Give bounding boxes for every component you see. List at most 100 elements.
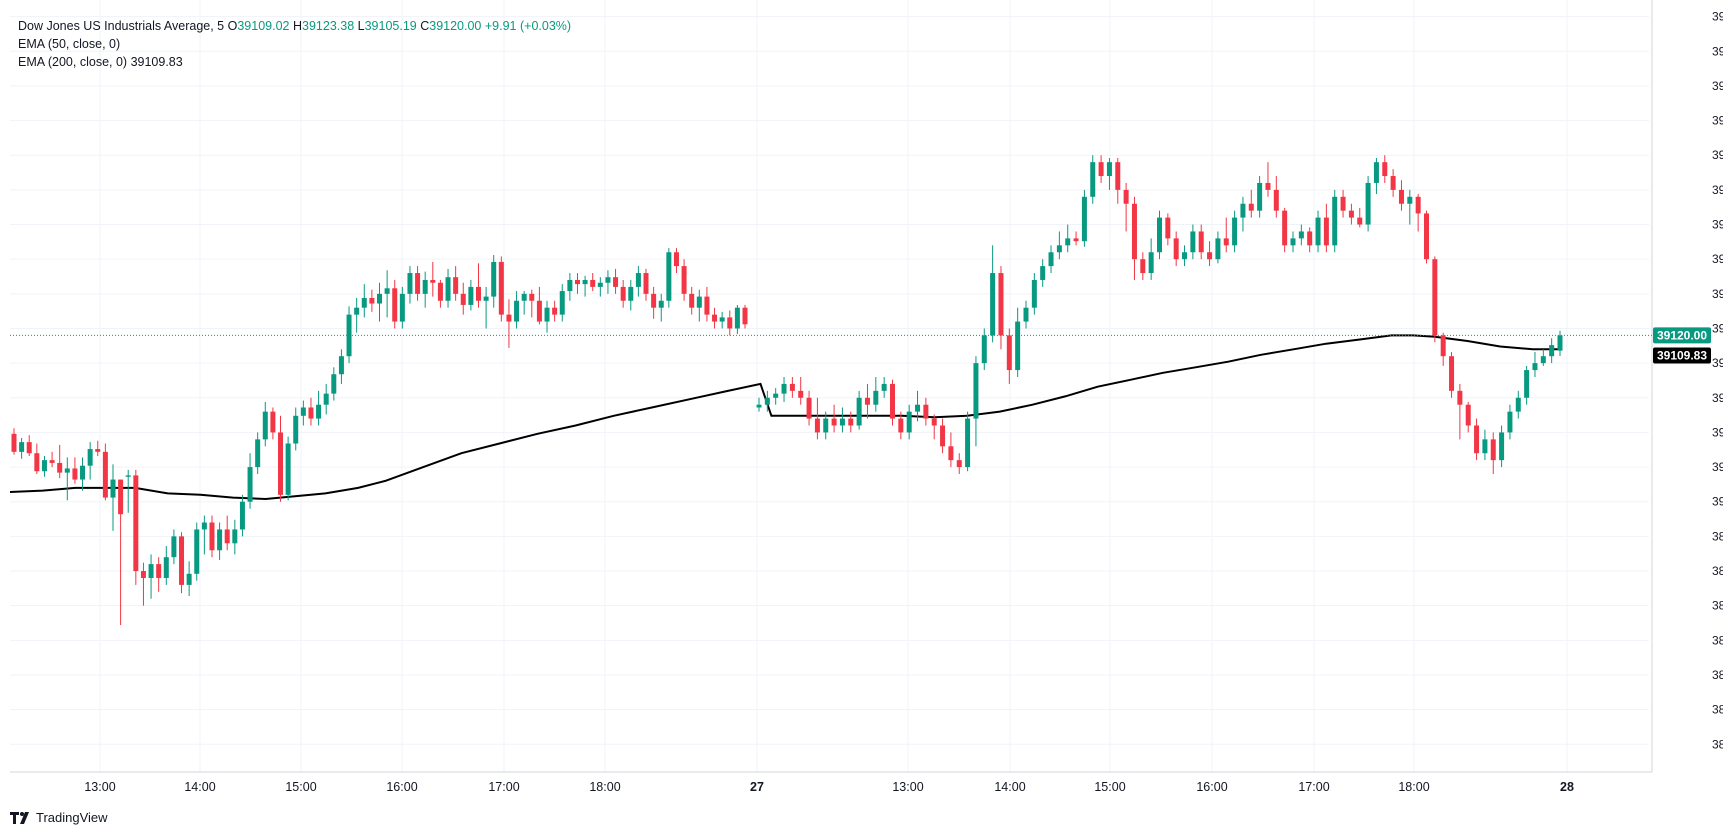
candle[interactable] [1223,217,1229,253]
candle[interactable] [156,557,162,592]
candle[interactable] [567,273,573,301]
candle[interactable] [831,404,837,433]
candle[interactable] [64,457,70,501]
candle[interactable] [981,328,987,371]
candle[interactable] [727,310,733,336]
candle[interactable] [1140,252,1146,280]
candle[interactable] [856,390,862,430]
candle[interactable] [87,442,93,480]
candle[interactable] [973,356,979,447]
candle[interactable] [1257,176,1263,218]
candle[interactable] [346,306,352,364]
candle[interactable] [118,479,124,626]
candle[interactable] [1165,213,1171,246]
candle[interactable] [552,300,558,322]
candle[interactable] [990,245,996,343]
candle[interactable] [1315,210,1321,253]
candle[interactable] [453,266,459,301]
candle[interactable] [915,390,921,422]
candle[interactable] [597,277,603,297]
candle[interactable] [529,289,535,318]
candle[interactable] [270,407,276,440]
candle[interactable] [163,546,169,585]
candle[interactable] [881,376,887,398]
candle[interactable] [407,266,413,304]
candle[interactable] [742,304,748,329]
candle[interactable] [651,286,657,319]
candle[interactable] [1056,231,1062,260]
candle[interactable] [734,304,740,335]
candle[interactable] [1031,273,1037,315]
candle[interactable] [422,271,428,308]
candle[interactable] [1398,180,1404,211]
candle[interactable] [848,411,854,433]
candle[interactable] [468,279,474,311]
candle[interactable] [1048,245,1054,274]
candle[interactable] [1273,176,1279,218]
candle[interactable] [521,291,527,315]
candle[interactable] [1232,210,1238,253]
candle[interactable] [1424,210,1429,264]
candle[interactable] [148,554,154,599]
candle[interactable] [262,401,268,447]
candle[interactable] [1115,158,1121,204]
candle[interactable] [331,367,337,401]
candle[interactable] [823,411,829,440]
candle[interactable] [814,397,820,440]
candle[interactable] [1332,189,1338,253]
candle[interactable] [1131,196,1137,280]
candle[interactable] [278,415,284,502]
candle[interactable] [1290,231,1296,253]
candle[interactable] [673,248,679,274]
candle[interactable] [1098,155,1104,183]
candle[interactable] [361,284,367,318]
candle[interactable] [41,455,47,477]
candle[interactable] [369,289,375,312]
candle[interactable] [1323,203,1329,253]
candle[interactable] [102,443,108,501]
candle[interactable] [1549,338,1555,364]
candle[interactable] [764,390,770,412]
candle[interactable] [806,390,812,426]
candle[interactable] [781,376,787,402]
candle[interactable] [613,268,619,294]
candle[interactable] [643,268,649,301]
candle[interactable] [26,435,32,456]
candle[interactable] [536,286,542,325]
candle[interactable] [1540,349,1546,366]
candle[interactable] [399,286,405,329]
candle[interactable] [1207,241,1213,267]
candle[interactable] [1524,365,1530,405]
candle[interactable] [1499,425,1505,468]
candle[interactable] [300,400,306,426]
candle[interactable] [798,376,804,405]
candle[interactable] [34,443,40,475]
candle[interactable] [789,376,795,398]
candle[interactable] [1307,227,1313,253]
candle[interactable] [635,266,641,297]
candle[interactable] [1415,194,1421,232]
candle[interactable] [1282,207,1288,253]
candle[interactable] [1040,259,1046,287]
candle[interactable] [873,376,879,412]
candle[interactable] [445,268,451,308]
candle[interactable] [194,522,200,581]
candle[interactable] [384,270,390,318]
candle[interactable] [704,286,710,322]
candle[interactable] [1240,196,1246,232]
candle[interactable] [1432,256,1438,343]
candle[interactable] [1515,390,1521,419]
candle[interactable] [140,562,146,606]
candle[interactable] [1248,189,1254,218]
candle[interactable] [628,279,634,311]
candle[interactable] [1198,224,1204,260]
candle[interactable] [1407,189,1413,225]
candle[interactable] [544,300,550,333]
candle[interactable] [483,286,489,329]
candle[interactable] [1440,332,1446,366]
candle[interactable] [392,279,398,329]
candle[interactable] [1382,155,1388,183]
candle[interactable] [1390,169,1396,197]
candle[interactable] [1173,231,1179,267]
candle[interactable] [948,432,954,468]
